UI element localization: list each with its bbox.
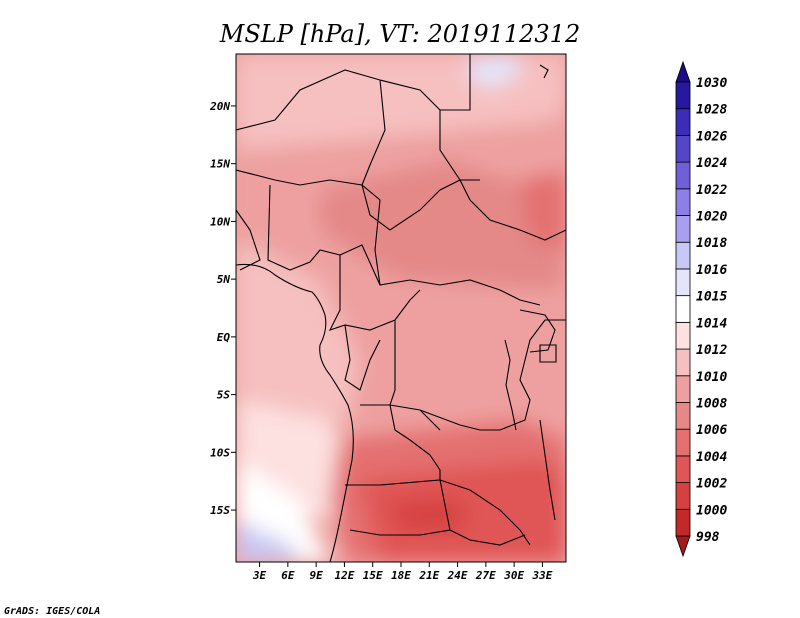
y-tick-label: 15S xyxy=(210,504,230,517)
colorbar-swatch xyxy=(675,428,691,457)
colorbar-label: 1026 xyxy=(696,129,727,144)
colorbar-swatch xyxy=(675,348,691,377)
colorbar-label: 1030 xyxy=(696,76,727,91)
colorbar-swatch xyxy=(675,188,691,216)
region-chad-sudan-car xyxy=(320,160,566,290)
x-tick-label: 6E xyxy=(281,569,295,582)
colorbar-swatch xyxy=(675,108,691,136)
y-tick-label: EQ xyxy=(217,331,231,344)
x-tick-label: 18E xyxy=(391,569,411,582)
colorbar-swatch xyxy=(675,375,691,403)
colorbar-label: 1022 xyxy=(696,183,727,198)
colorbar-swatch xyxy=(675,508,691,537)
colorbar-label: 1014 xyxy=(696,316,727,331)
x-tick-label: 12E xyxy=(334,569,354,582)
colorbar-swatch xyxy=(675,241,691,270)
colorbar-label: 1006 xyxy=(696,423,727,438)
x-tick-label: 33E xyxy=(531,569,552,582)
colorbar-swatch xyxy=(675,215,691,243)
region-gulf-of-guinea xyxy=(236,240,360,420)
x-tick-label: 15E xyxy=(363,569,383,582)
colorbar-swatch xyxy=(675,482,691,510)
y-tick-label: 15N xyxy=(210,158,230,171)
colorbar-label: 1002 xyxy=(696,477,727,492)
colorbar-label: 1008 xyxy=(696,396,727,411)
x-tick-label: 24E xyxy=(447,569,468,582)
colorbar-label: 1018 xyxy=(696,236,727,251)
colorbar-max-triangle xyxy=(675,60,691,83)
region-zimbabwe-mozambique xyxy=(390,498,470,530)
y-axis: 20N 15N 10N 5N EQ 5S 10S 15S xyxy=(209,100,236,517)
region-libya-northeast xyxy=(470,54,520,90)
colorbar-swatch xyxy=(675,81,691,110)
colorbar-label: 1024 xyxy=(696,156,727,171)
colorbar-swatch xyxy=(675,321,691,350)
y-tick-label: 10N xyxy=(210,215,230,228)
x-axis: 3E 6E 9E 12E 15E 18E 21E 24E 27E 30E 33E xyxy=(252,562,553,582)
colorbar-label: 1016 xyxy=(696,263,727,278)
colorbar-label: 998 xyxy=(696,530,720,545)
colorbar-swatch xyxy=(675,402,691,430)
country-boundaries xyxy=(236,54,566,562)
colorbar: 998 1000 1002 1004 1006 1008 1010 1012 1014 1015 1… xyxy=(675,60,727,558)
pressure-field xyxy=(236,54,566,562)
colorbar-swatch xyxy=(675,455,691,483)
colorbar-label: 1000 xyxy=(696,503,727,518)
y-tick-label: 10S xyxy=(210,446,230,459)
x-tick-label: 21E xyxy=(418,569,439,582)
colorbar-swatch xyxy=(675,268,691,297)
y-tick-label: 5N xyxy=(217,273,231,286)
x-tick-label: 9E xyxy=(310,569,324,582)
colorbar-label: 1004 xyxy=(696,450,727,465)
colorbar-min-triangle xyxy=(675,535,691,558)
region-southwest-corner xyxy=(236,520,300,562)
region-east-sudan xyxy=(520,170,566,250)
y-tick-label: 20N xyxy=(209,100,230,113)
y-tick-label: 5S xyxy=(217,389,231,402)
grads-credit: GrADS: IGES/COLA xyxy=(4,606,100,617)
x-tick-label: 3E xyxy=(252,569,267,582)
colorbar-label: 1015 xyxy=(696,290,727,305)
x-tick-label: 27E xyxy=(475,569,496,582)
colorbar-label: 1028 xyxy=(696,103,727,118)
colorbar-swatch xyxy=(675,295,691,323)
colorbar-label: 1012 xyxy=(696,343,727,358)
colorbar-swatch xyxy=(675,161,691,190)
chart-title: MSLP [hPa], VT: 2019112312 xyxy=(219,20,580,48)
x-tick-label: 30E xyxy=(503,569,524,582)
colorbar-label: 1020 xyxy=(696,210,727,225)
colorbar-swatch xyxy=(675,135,691,163)
colorbar-label: 1010 xyxy=(696,370,727,385)
